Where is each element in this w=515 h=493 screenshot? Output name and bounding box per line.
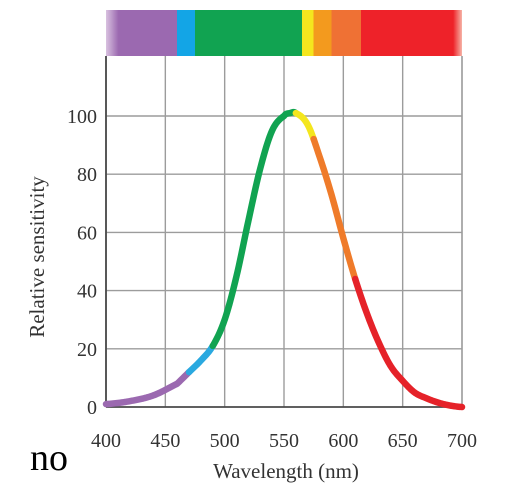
x-tick-label-550: 550 [269,430,299,452]
x-tick-label-450: 450 [150,430,180,452]
y-axis-label: Relative sensitivity [25,176,49,338]
axes [105,56,462,408]
y-tick-label-20: 20 [77,339,97,361]
sensitivity-curve [102,108,466,411]
spectrum-bar [106,10,462,56]
x-tick-label-400: 400 [91,430,121,452]
curve-segment-610-700 [351,275,466,411]
x-tick-labels: 400 450 500 550 600 650 700 [91,430,477,452]
x-tick-label-600: 600 [328,430,358,452]
spectrum-strip [106,10,462,56]
y-tick-label-80: 80 [77,164,97,186]
grid [105,56,463,407]
y-tick-label-40: 40 [77,281,97,303]
curve-segment-470-490 [185,342,217,376]
y-tick-label-0: 0 [87,397,97,419]
x-tick-label-500: 500 [210,430,240,452]
y-tick-labels: 0 20 40 60 80 100 [67,106,97,419]
y-tick-label-100: 100 [67,106,97,128]
x-axis-label: Wavelength (nm) [213,459,359,483]
curve-segment-400-470 [102,368,193,408]
curve-segment-560-575 [292,109,317,143]
curve-segment-575-610 [310,135,359,283]
x-tick-label-650: 650 [388,430,418,452]
x-tick-label-700: 700 [447,430,477,452]
y-tick-label-60: 60 [77,222,97,244]
curve-segment-490-560 [209,108,300,350]
stray-text: no [30,437,68,479]
